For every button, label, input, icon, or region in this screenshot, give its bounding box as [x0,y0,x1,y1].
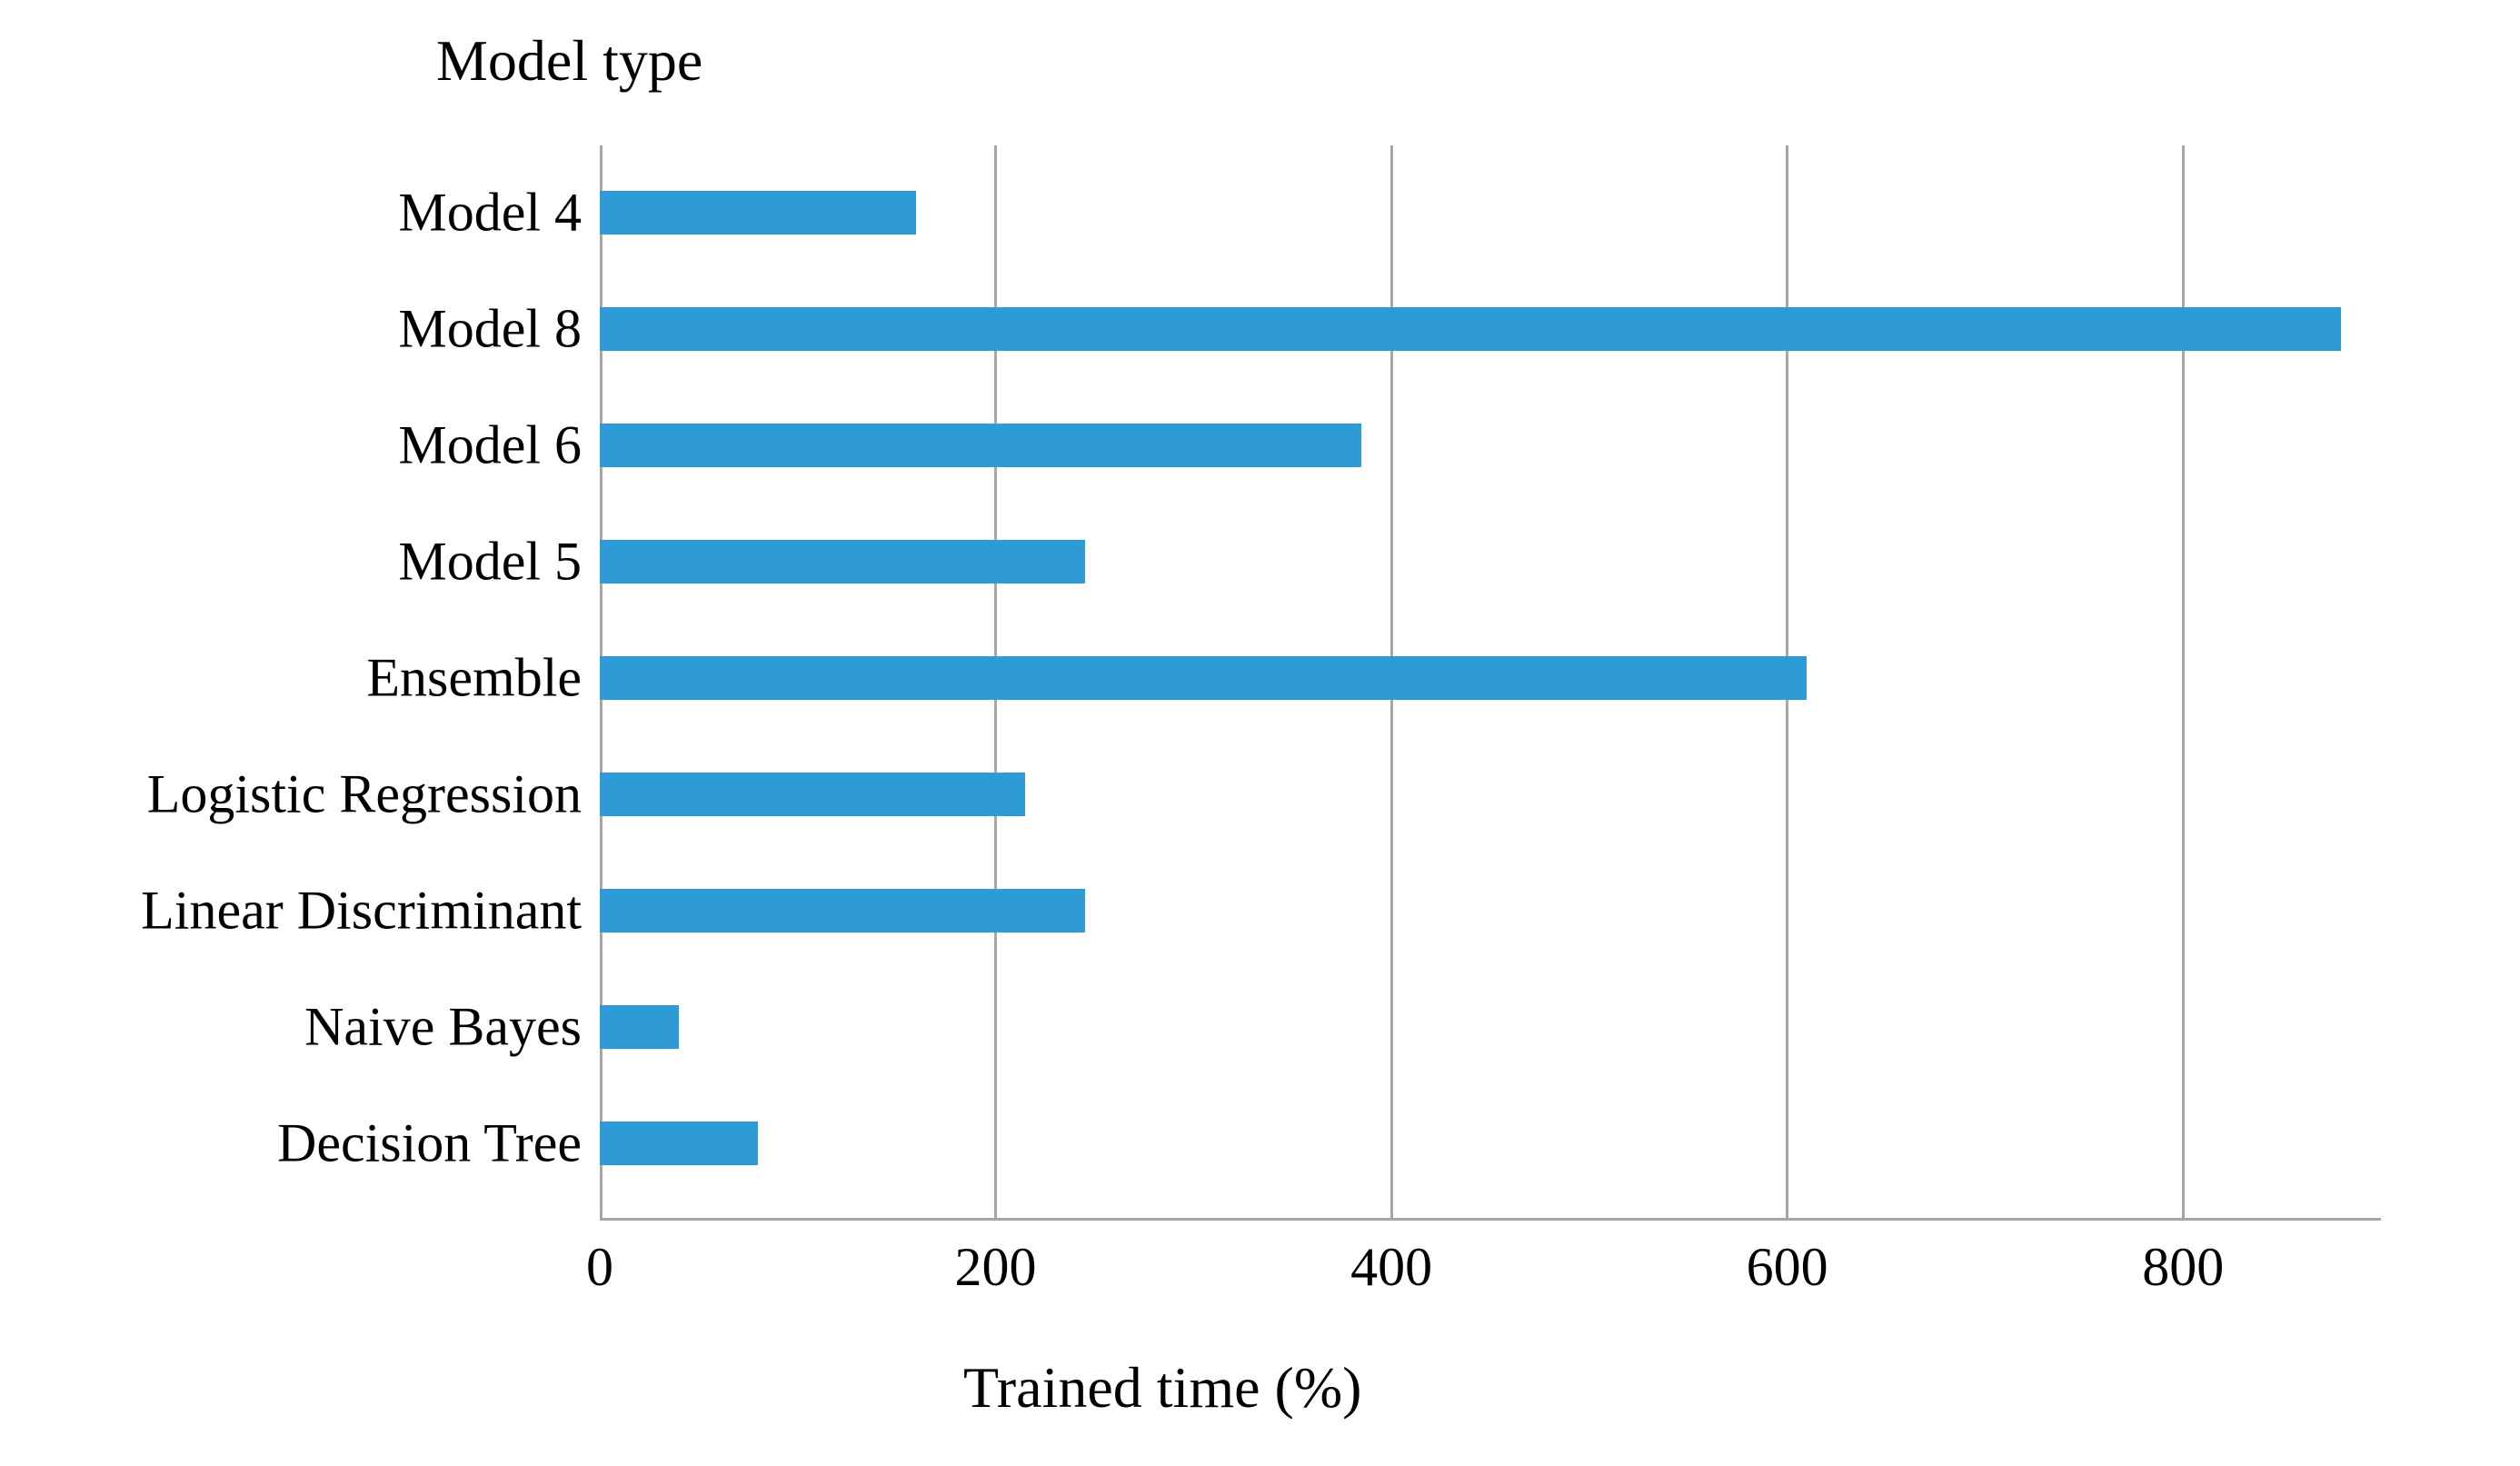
x-tick-label: 600 [1747,1218,1828,1299]
bar [600,889,1085,932]
trained-time-chart: Model type 0200400600800Model 4Model 8Mo… [0,0,2520,1466]
bar [600,424,1361,467]
gridline [2182,145,2185,1218]
x-tick-label: 400 [1350,1218,1432,1299]
bar [600,1005,679,1049]
x-tick-label: 0 [586,1218,613,1299]
y-tick-label: Decision Tree [277,1112,600,1175]
x-axis-label: Trained time (%) [963,1354,1361,1421]
y-tick-label: Linear Discriminant [141,880,600,942]
x-tick-label: 800 [2142,1218,2224,1299]
bar [600,656,1807,700]
y-tick-label: Model 5 [398,531,600,593]
bar [600,191,916,234]
bar [600,540,1085,583]
y-tick-label: Model 6 [398,414,600,477]
bar [600,773,1025,816]
bar [600,1122,758,1165]
y-tick-label: Logistic Regression [147,763,600,826]
chart-title: Model type [436,27,702,95]
y-tick-label: Model 8 [398,298,600,361]
y-tick-label: Ensemble [366,647,600,710]
bar [600,307,2341,351]
y-tick-label: Model 4 [398,182,600,244]
y-tick-label: Naive Bayes [304,996,600,1059]
plot-area: 0200400600800Model 4Model 8Model 6Model … [600,145,2381,1218]
x-tick-label: 200 [955,1218,1037,1299]
x-axis-line [600,1218,2381,1221]
